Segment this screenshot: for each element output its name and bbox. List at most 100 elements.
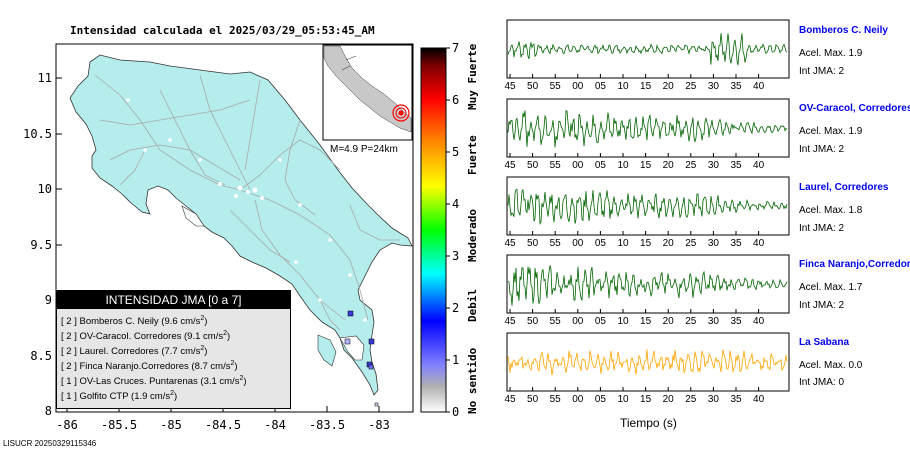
seismogram-tick-label: 50 bbox=[527, 394, 539, 405]
intensity-word: Debil bbox=[466, 288, 479, 322]
lat-tick-label: 8.5 bbox=[30, 349, 52, 363]
station-accel: Acel. Max. 1.8 bbox=[799, 205, 863, 216]
intensity-word: Fuerte bbox=[466, 135, 479, 175]
station-accel: Acel. Max. 0.0 bbox=[799, 360, 863, 371]
seismogram-tick-label: 25 bbox=[685, 160, 697, 171]
seismogram-tick-label: 45 bbox=[504, 394, 516, 405]
seismogram-tick-label: 10 bbox=[617, 316, 629, 327]
seismogram-tick-label: 20 bbox=[662, 394, 674, 405]
lon-tick-label: -84 bbox=[264, 418, 286, 432]
seismogram-tick-label: 30 bbox=[707, 238, 719, 249]
seismogram-tick-label: 15 bbox=[640, 238, 652, 249]
seismogram-tick-label: 35 bbox=[730, 160, 742, 171]
legend-item: [ 1 ] Golfito CTP (1.9 cm/s2) bbox=[61, 390, 178, 403]
seismogram-tick-label: 10 bbox=[617, 394, 629, 405]
seismogram-tick-label: 20 bbox=[662, 160, 674, 171]
seismogram-tick-label: 40 bbox=[753, 160, 765, 171]
lat-tick-label: 11 bbox=[37, 71, 52, 85]
colorbar-number: 3 bbox=[452, 249, 460, 263]
seismogram-tick-label: 05 bbox=[594, 160, 606, 171]
seismogram-tick-label: 20 bbox=[662, 81, 674, 92]
inset-map bbox=[322, 44, 413, 141]
seismogram-tick-label: 40 bbox=[753, 394, 765, 405]
station-intensity: Int JMA: 2 bbox=[799, 144, 845, 155]
lat-tick-label: 10.5 bbox=[23, 127, 52, 141]
seismogram-tick-label: 55 bbox=[549, 160, 561, 171]
intensity-colorbar bbox=[420, 47, 447, 413]
town-markers bbox=[126, 98, 367, 322]
lon-tick-label: -84.5 bbox=[204, 418, 242, 432]
seismogram-frame bbox=[506, 19, 790, 79]
seismogram-tick-label: 05 bbox=[594, 238, 606, 249]
station-intensity: Int JMA: 0 bbox=[799, 377, 845, 388]
seismogram-tick-label: 55 bbox=[549, 316, 561, 327]
seismogram-tick-label: 45 bbox=[504, 238, 516, 249]
station-accel: Acel. Max. 1.9 bbox=[799, 126, 863, 137]
colorbar-number: 4 bbox=[452, 197, 460, 211]
seismogram-tick-label: 50 bbox=[527, 238, 539, 249]
seismogram-trace bbox=[507, 110, 788, 148]
seismogram-tick-label: 45 bbox=[504, 160, 516, 171]
station-name: Finca Naranjo,Corredores bbox=[799, 259, 910, 270]
seismogram-tick-label: 55 bbox=[549, 238, 561, 249]
seismogram-tick-label: 05 bbox=[594, 394, 606, 405]
seismogram-tick-label: 00 bbox=[572, 394, 584, 405]
map-frame bbox=[55, 43, 414, 413]
station-intensity: Int JMA: 2 bbox=[799, 223, 845, 234]
seismogram-tick-label: 20 bbox=[662, 316, 674, 327]
seismogram-tick-label: 35 bbox=[730, 316, 742, 327]
seismogram-tick-label: 40 bbox=[753, 81, 765, 92]
seismogram-tick-label: 05 bbox=[594, 316, 606, 327]
seismogram-tick-label: 30 bbox=[707, 316, 719, 327]
seismogram-tick-label: 40 bbox=[753, 238, 765, 249]
seismogram-tick-label: 00 bbox=[572, 160, 584, 171]
lon-tick-label: -83.5 bbox=[308, 418, 346, 432]
seismogram-tick-label: 05 bbox=[594, 81, 606, 92]
seismogram-tick-label: 45 bbox=[504, 81, 516, 92]
seismogram-tick-label: 35 bbox=[730, 238, 742, 249]
legend-item: [ 2 ] OV-Caracol. Corredores (9.1 cm/s2) bbox=[61, 330, 231, 343]
seismogram-tick-label: 25 bbox=[685, 81, 697, 92]
lat-tick-label: 9.5 bbox=[30, 238, 52, 252]
seismogram-tick-label: 10 bbox=[617, 81, 629, 92]
seismogram-trace bbox=[507, 188, 788, 225]
legend-title: INTENSIDAD JMA [0 a 7] bbox=[57, 291, 290, 309]
seismogram-tick-label: 00 bbox=[572, 238, 584, 249]
intensity-legend: INTENSIDAD JMA [0 a 7] [ 2 ] Bomberos C.… bbox=[56, 290, 291, 409]
seismogram-tick-label: 30 bbox=[707, 160, 719, 171]
station-markers bbox=[344, 310, 379, 407]
lon-tick-label: -85.5 bbox=[100, 418, 138, 432]
seismogram-tick-label: 15 bbox=[640, 81, 652, 92]
seismogram-tick-label: 50 bbox=[527, 81, 539, 92]
seismogram-tick-label: 50 bbox=[527, 160, 539, 171]
map-title: Intensidad calculada el 2025/03/29_05:53… bbox=[70, 24, 375, 37]
lat-tick-label: 8 bbox=[44, 404, 52, 418]
legend-item: [ 2 ] Bomberos C. Neily (9.6 cm/s2) bbox=[61, 315, 208, 328]
station-name: OV-Caracol, Corredores bbox=[799, 103, 910, 114]
seismogram-trace bbox=[507, 265, 788, 306]
seismogram-tick-label: 20 bbox=[662, 238, 674, 249]
legend-item: [ 2 ] Finca Naranjo.Corredores (8.7 cm/s… bbox=[61, 360, 238, 373]
lat-tick-label: 9 bbox=[44, 293, 52, 307]
station-intensity: Int JMA: 2 bbox=[799, 66, 845, 77]
lat-tick-label: 10 bbox=[37, 182, 52, 196]
seismogram-frame bbox=[506, 254, 790, 314]
colorbar-number: 6 bbox=[452, 93, 460, 107]
seismogram-tick-label: 10 bbox=[617, 160, 629, 171]
colorbar-number: 2 bbox=[452, 301, 460, 315]
seismogram-tick-label: 35 bbox=[730, 81, 742, 92]
seismogram-tick-label: 50 bbox=[527, 316, 539, 327]
seismogram-tick-label: 15 bbox=[640, 316, 652, 327]
intensity-word: No sentido bbox=[466, 347, 479, 414]
station-name: Laurel, Corredores bbox=[799, 182, 889, 193]
intensity-word: Moderado bbox=[466, 209, 479, 262]
intensity-word: Muy Fuerte bbox=[466, 43, 479, 110]
seismogram-tick-label: 15 bbox=[640, 394, 652, 405]
footer-id: LISUCR 20250329115346 bbox=[3, 439, 97, 448]
seismogram-tick-label: 25 bbox=[685, 316, 697, 327]
lon-tick-label: -86 bbox=[56, 418, 78, 432]
station-intensity: Int JMA: 2 bbox=[799, 300, 845, 311]
seismogram-trace bbox=[507, 33, 788, 66]
seismogram-tick-label: 30 bbox=[707, 394, 719, 405]
